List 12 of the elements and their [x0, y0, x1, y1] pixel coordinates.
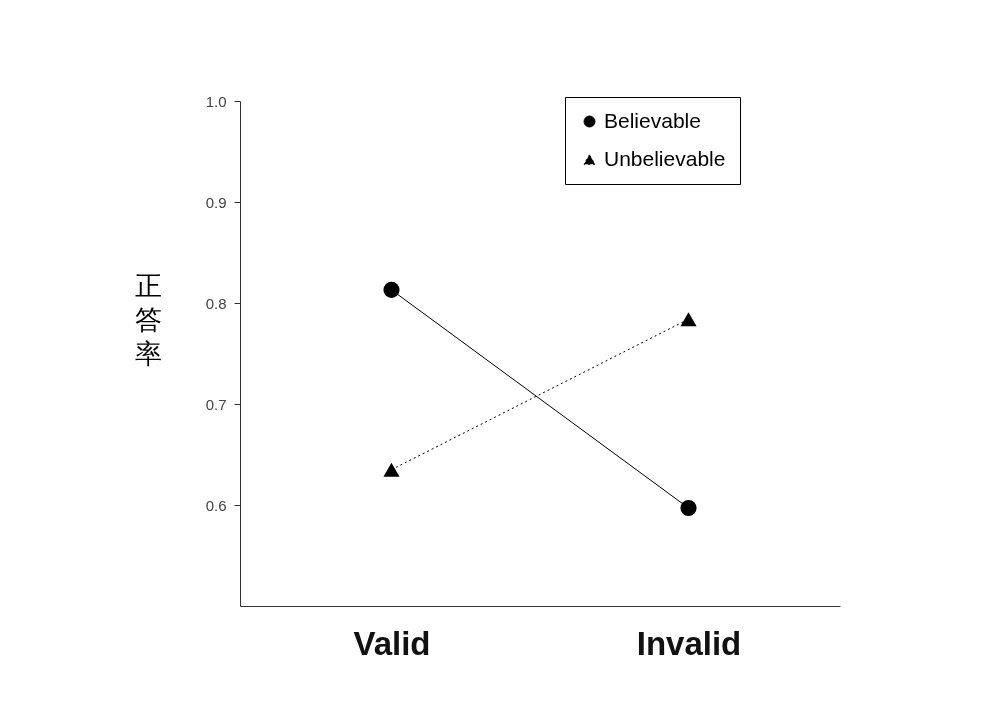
point	[680, 499, 697, 517]
y-tick-label: 0.8	[205, 294, 227, 312]
y-tick-label: 1.0	[205, 92, 227, 110]
x-tick-label: Invalid	[636, 624, 742, 662]
x-tick-label: Valid	[353, 624, 431, 662]
legend-label: Believable	[604, 108, 701, 132]
y-tick-label: 0.9	[205, 193, 227, 211]
y-tick-label: 0.7	[205, 395, 227, 413]
y-tick-label: 0.6	[205, 496, 227, 514]
y-axis-title: 正答率	[135, 269, 162, 369]
legend-label: Unbelievable	[604, 146, 726, 170]
point	[383, 281, 400, 298]
